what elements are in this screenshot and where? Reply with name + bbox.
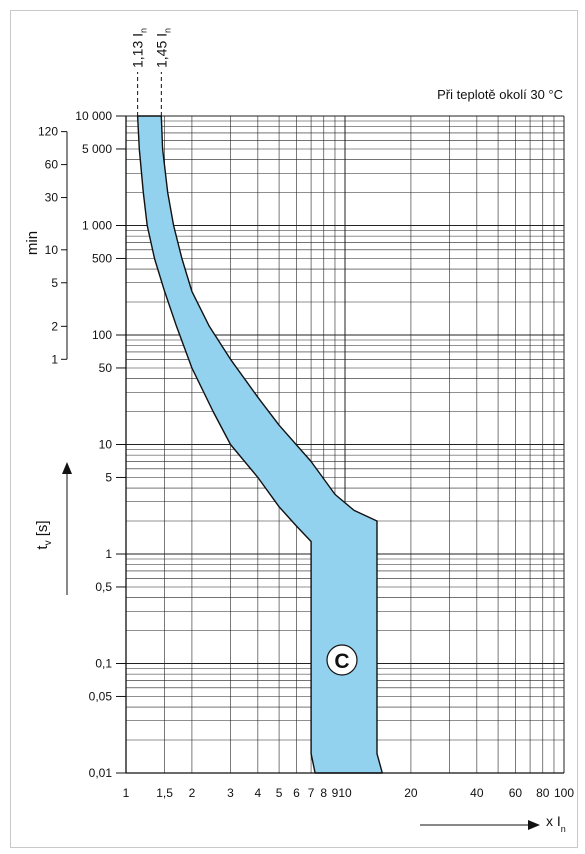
chart-frame <box>10 10 578 848</box>
x-arrow-head <box>528 820 540 830</box>
y-tick-label: 5 000 <box>82 142 112 156</box>
x-tick-label: 20 <box>404 786 418 800</box>
x-tick-label: 3 <box>227 786 234 800</box>
ambient-note: Při teplotě okolí 30 °C <box>437 87 563 102</box>
x-tick-label: 100 <box>554 786 574 800</box>
marker-label: 1,13 In <box>130 28 149 68</box>
c-badge-label: C <box>334 650 349 673</box>
y-tick-label: 0,1 <box>95 657 112 671</box>
x-tick-label: 2 <box>189 786 196 800</box>
labels: 1 1,5 2 3 4 5 6 7 8 9 10 20 40 60 80 1000,010,050,10,51… <box>38 28 574 800</box>
y-tick-label: 100 <box>92 328 112 342</box>
x-tick-label: 4 <box>255 786 262 800</box>
y-tick-label: 0,01 <box>89 766 113 780</box>
y-tick-label: 500 <box>92 251 112 265</box>
c-badge-circle <box>326 644 358 676</box>
y-axis-label: tv [s] <box>34 520 54 549</box>
x-tick-label: 6 <box>293 786 300 800</box>
c-badge: C <box>326 644 358 676</box>
x-axis-label: x In <box>546 813 566 834</box>
min-tick-label: 120 <box>38 125 58 139</box>
y-tick-label: 1 <box>105 547 112 561</box>
y-tick-label: 0,5 <box>95 580 112 594</box>
y-tick-label: 1 000 <box>82 219 112 233</box>
x-tick-label: 5 <box>276 786 283 800</box>
min-tick-label: 30 <box>45 191 59 205</box>
y-tick-label: 0,05 <box>89 689 113 703</box>
marker-label: 1,45 In <box>153 28 172 68</box>
y-tick-label: 5 <box>105 470 112 484</box>
x-tick-label: 10 <box>338 786 352 800</box>
y-tick-label: 10 000 <box>75 109 112 123</box>
x-tick-label: 7 <box>308 786 315 800</box>
axes <box>61 72 564 830</box>
min-tick-label: 2 <box>51 319 58 333</box>
x-tick-label: 40 <box>470 786 484 800</box>
min-tick-label: 1 <box>51 352 58 366</box>
x-tick-label: 9 <box>332 786 339 800</box>
x-tick-label: 1,5 <box>156 786 173 800</box>
y-tick-label: 10 <box>99 438 113 452</box>
min-tick-label: 10 <box>45 243 59 257</box>
min-tick-label: 60 <box>45 158 59 172</box>
y-arrow-head <box>62 462 72 474</box>
x-tick-label: 1 <box>123 786 130 800</box>
x-tick-label: 80 <box>536 786 550 800</box>
y-tick-label: 50 <box>99 361 113 375</box>
min-tick-label: 5 <box>51 276 58 290</box>
x-tick-label: 8 <box>320 786 327 800</box>
y-axis-min-label: min <box>24 231 41 255</box>
x-tick-label: 60 <box>509 786 523 800</box>
